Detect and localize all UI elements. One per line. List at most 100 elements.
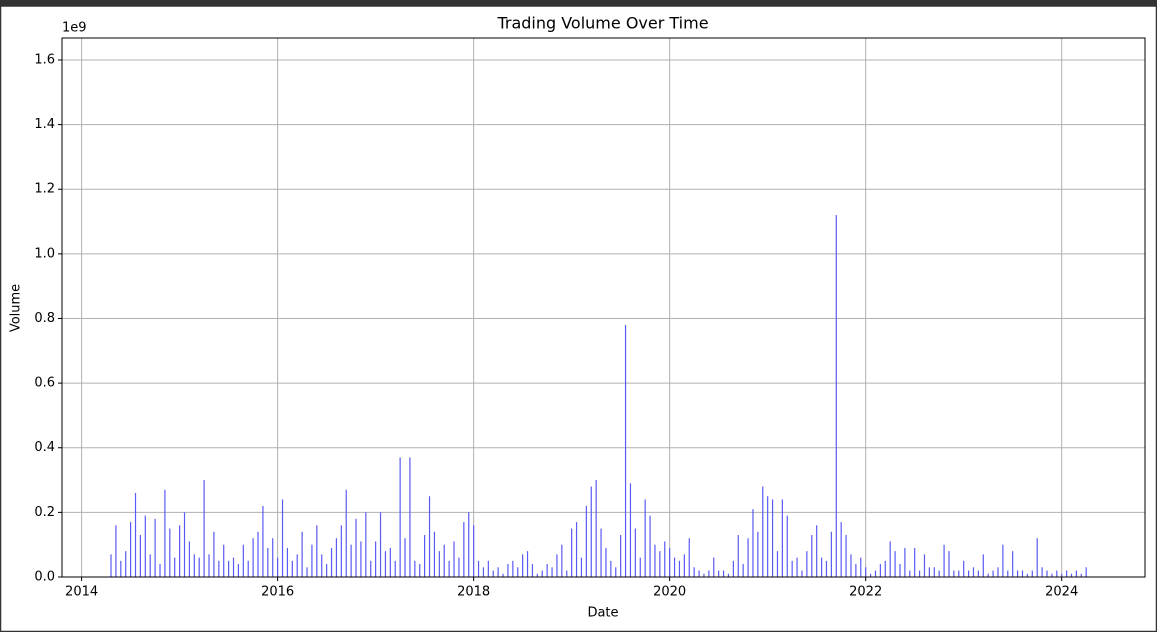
bar (468, 512, 470, 577)
bar (654, 544, 656, 577)
bar (909, 570, 911, 577)
bar (585, 505, 587, 577)
bar (321, 554, 323, 577)
bar (855, 564, 857, 577)
bar (556, 554, 558, 577)
bar (507, 564, 509, 577)
bar (1046, 570, 1048, 577)
bar (673, 557, 676, 577)
bar (938, 570, 940, 577)
bar (615, 567, 617, 577)
bar (977, 570, 979, 577)
bar (384, 551, 387, 577)
bar (433, 531, 436, 577)
bar (1075, 570, 1077, 577)
bar (600, 528, 602, 577)
bar (634, 528, 636, 577)
y-tick-label: 0.6 (34, 376, 55, 391)
bar (1002, 544, 1004, 577)
bar (894, 551, 896, 577)
bar (953, 570, 955, 577)
bar (159, 564, 161, 577)
bar (767, 496, 769, 577)
bar (649, 515, 651, 577)
bar (918, 570, 921, 577)
y-tick-label: 1.6 (34, 52, 55, 67)
bar (110, 554, 112, 577)
x-tick-label: 2016 (261, 585, 294, 600)
bar (277, 557, 279, 577)
bar (208, 554, 210, 577)
bar (389, 547, 391, 577)
bar (394, 560, 396, 577)
bar (874, 570, 877, 577)
bar (193, 554, 195, 577)
bar (561, 544, 563, 577)
x-tick-label: 2020 (653, 585, 686, 600)
bar (928, 567, 930, 577)
bar (355, 518, 357, 577)
bar (590, 486, 592, 577)
bar (963, 560, 965, 577)
bar (879, 564, 881, 577)
bar (948, 551, 950, 577)
bar (228, 560, 230, 577)
bar (242, 544, 244, 577)
bar (125, 551, 127, 577)
bar (914, 547, 916, 577)
y-tick-label: 0.4 (34, 440, 55, 455)
bar (732, 560, 734, 577)
bar (517, 567, 519, 577)
bar (688, 538, 690, 577)
bar (791, 560, 793, 577)
bar (223, 544, 225, 577)
y-tick-label: 0.2 (34, 505, 55, 520)
bar (375, 541, 377, 577)
bar (801, 570, 803, 577)
bar (1021, 570, 1024, 577)
bar (620, 534, 622, 577)
bar (884, 560, 886, 577)
bar (252, 538, 254, 577)
bar (345, 489, 347, 577)
bar (933, 567, 935, 577)
bar (967, 570, 970, 577)
bar (551, 567, 553, 577)
bar (463, 522, 465, 577)
bar (306, 567, 308, 577)
bar (869, 573, 872, 577)
bar (850, 554, 852, 577)
bar (639, 557, 641, 577)
bar (267, 547, 269, 577)
bar (115, 525, 117, 577)
y-tick-label: 1.4 (34, 117, 55, 132)
bar (1051, 573, 1053, 577)
bar (365, 512, 367, 577)
bar (820, 557, 823, 577)
bar (811, 534, 813, 577)
bar (428, 496, 431, 577)
bar (1031, 570, 1033, 577)
bar (1065, 570, 1068, 577)
bar (683, 554, 685, 577)
bar (904, 547, 906, 577)
bar (1061, 573, 1063, 577)
x-tick-label: 2022 (849, 585, 882, 600)
bar (840, 522, 842, 577)
bar (169, 528, 171, 577)
bar (257, 531, 259, 577)
bar (164, 489, 166, 577)
bar (237, 564, 240, 577)
bar (972, 567, 975, 577)
bar (497, 567, 499, 577)
bar (771, 499, 774, 577)
bar (453, 541, 455, 577)
bar (541, 570, 543, 577)
bar (188, 541, 191, 577)
bar (624, 324, 627, 577)
bar (120, 560, 122, 577)
bar (987, 573, 989, 577)
bar (595, 480, 597, 577)
bar (404, 538, 406, 577)
y-axis-label: Volume (9, 284, 24, 332)
